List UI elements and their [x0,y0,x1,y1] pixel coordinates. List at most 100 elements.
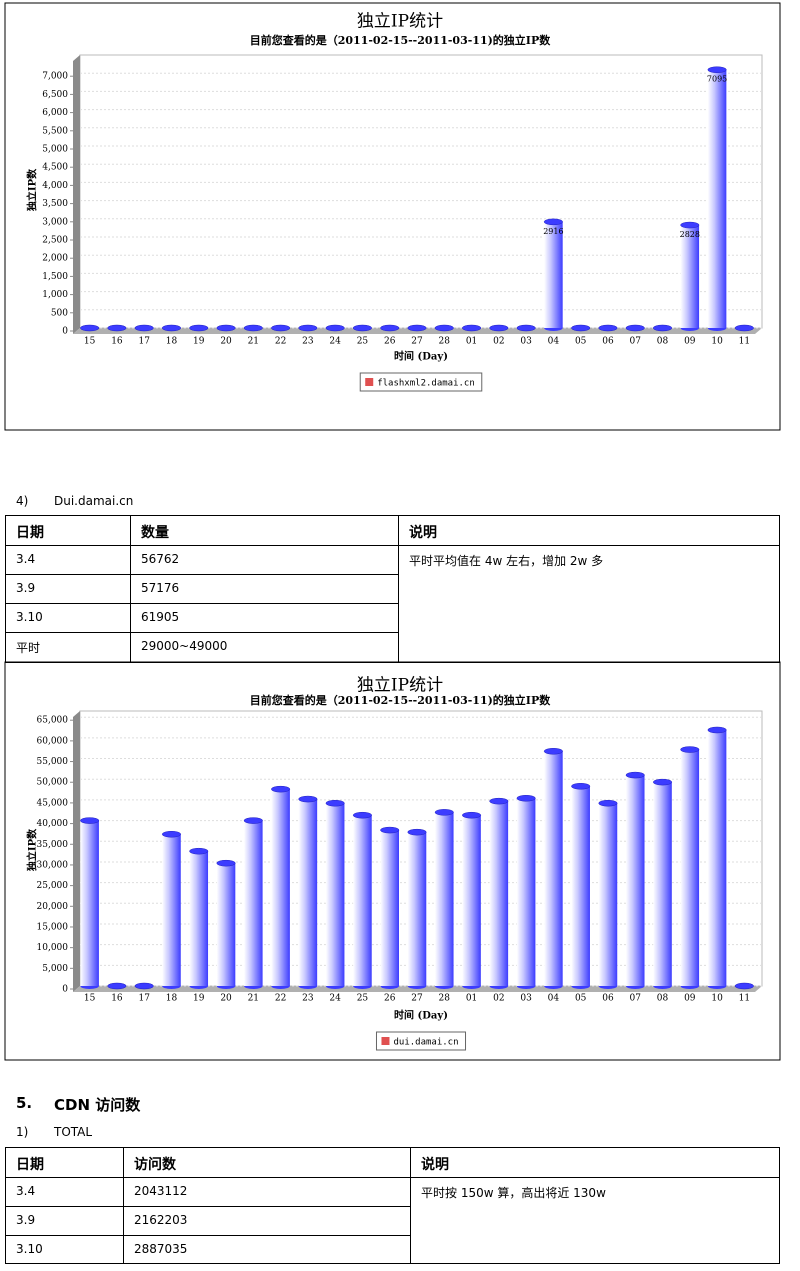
y-tick-label: 3,500 [42,199,68,209]
bar [598,803,618,986]
td: 61905 [130,603,399,633]
x-tick-label: 08 [657,337,669,347]
x-tick-label: 28 [439,337,451,347]
x-tick-label: 20 [220,337,232,347]
x-tick-label: 11 [739,337,750,347]
bar [707,730,727,986]
bar [80,820,99,986]
bar-cap [80,817,100,824]
y-tick-label: 6,000 [42,108,68,118]
x-tick-label: 07 [630,337,642,347]
x-tick-label: 26 [384,337,396,347]
x-tick-label: 17 [138,994,150,1004]
x-tick-label: 01 [466,994,477,1004]
data-label: 7095 [707,75,727,84]
y-tick-label: 4,500 [42,163,68,173]
th: 日期 [5,1147,124,1178]
bar-cap [462,811,482,819]
bar-cap [107,324,127,332]
bar [216,863,236,986]
bar [298,799,318,986]
x-tick-label: 04 [548,994,560,1004]
bar [244,820,263,986]
bar-cap [434,809,454,816]
x-tick-label: 19 [193,994,205,1004]
wall [73,55,80,334]
y-tick-label: 30,000 [37,860,69,870]
td: 3.4 [5,1177,124,1207]
bar [625,775,645,986]
x-tick-label: 23 [302,994,314,1004]
bar-cap [543,748,563,755]
x-tick-label: 04 [548,337,560,347]
x-tick-label: 18 [166,994,178,1004]
legend: dui.damai.cn [375,1031,467,1051]
y-tick-label: 0 [62,327,68,337]
legend: flashxml2.damai.cn [359,372,483,392]
y-tick-label: 0 [62,985,68,995]
bar-cap [734,324,754,332]
x-tick-label: 16 [111,994,123,1004]
x-tick-label: 05 [575,337,587,347]
heading-number: 5. [16,1094,33,1112]
wall [73,711,80,992]
bar [544,751,563,986]
bar-cap [734,982,754,990]
x-tick-label: 02 [493,337,504,347]
bar-cap [352,324,372,332]
x-axis-label: 时间 (Day) [394,1009,448,1022]
legend-box [359,372,483,392]
y-tick-label: 2,500 [42,236,68,246]
td: 3.10 [5,603,131,633]
x-tick-label: 20 [220,994,232,1004]
bar-cap [707,726,727,734]
bar [571,786,590,986]
bar-cap [134,982,154,990]
x-tick-label: 25 [357,337,369,347]
x-tick-label: 10 [711,994,723,1004]
x-axis-label: 时间 (Day) [394,350,448,363]
bar-cap [707,66,727,73]
x-tick-label: 27 [411,337,423,347]
bar-cap [298,795,318,803]
bar-cap [189,324,209,332]
bar-cap [243,324,263,332]
x-tick-label: 23 [302,337,314,347]
x-tick-label: 10 [711,337,723,347]
bar [325,803,345,986]
td: 57176 [130,574,399,604]
bar-cap [243,817,263,824]
x-tick-label: 17 [138,337,150,347]
chart-subtitle: 目前您查看的是（2011-02-15--2011-03-11)的独立IP数 [250,33,551,47]
td: 2043112 [123,1177,411,1207]
td: 29000~49000 [130,632,399,663]
legend-box [375,1031,467,1051]
bar-cap [434,324,454,332]
bar-cap [680,746,700,753]
bar-cap [652,324,673,332]
td: 平时 [5,632,131,663]
bar [462,815,481,986]
bar-cap [516,795,536,802]
data-label: 2916 [543,227,563,236]
x-tick-label: 11 [739,994,750,1004]
bar-cap [216,859,236,867]
chart-subtitle: 目前您查看的是（2011-02-15--2011-03-11)的独立IP数 [250,693,551,707]
th: 日期 [5,515,131,546]
bar [544,221,563,328]
y-tick-label: 6,500 [42,90,68,100]
th: 说明 [410,1147,780,1178]
bar-cap [543,218,563,226]
bar [380,830,399,986]
bar [162,834,181,986]
chart-title: 独立IP统计 [357,12,443,32]
y-tick-label: 50,000 [37,778,69,788]
bar [189,851,209,986]
bar-cap [352,811,372,819]
y-tick-label: 500 [51,308,68,318]
bar-cap [271,785,291,793]
y-tick-label: 3,000 [42,217,68,227]
th: 说明 [398,515,780,546]
x-tick-label: 01 [466,337,477,347]
x-tick-label: 22 [275,994,286,1004]
